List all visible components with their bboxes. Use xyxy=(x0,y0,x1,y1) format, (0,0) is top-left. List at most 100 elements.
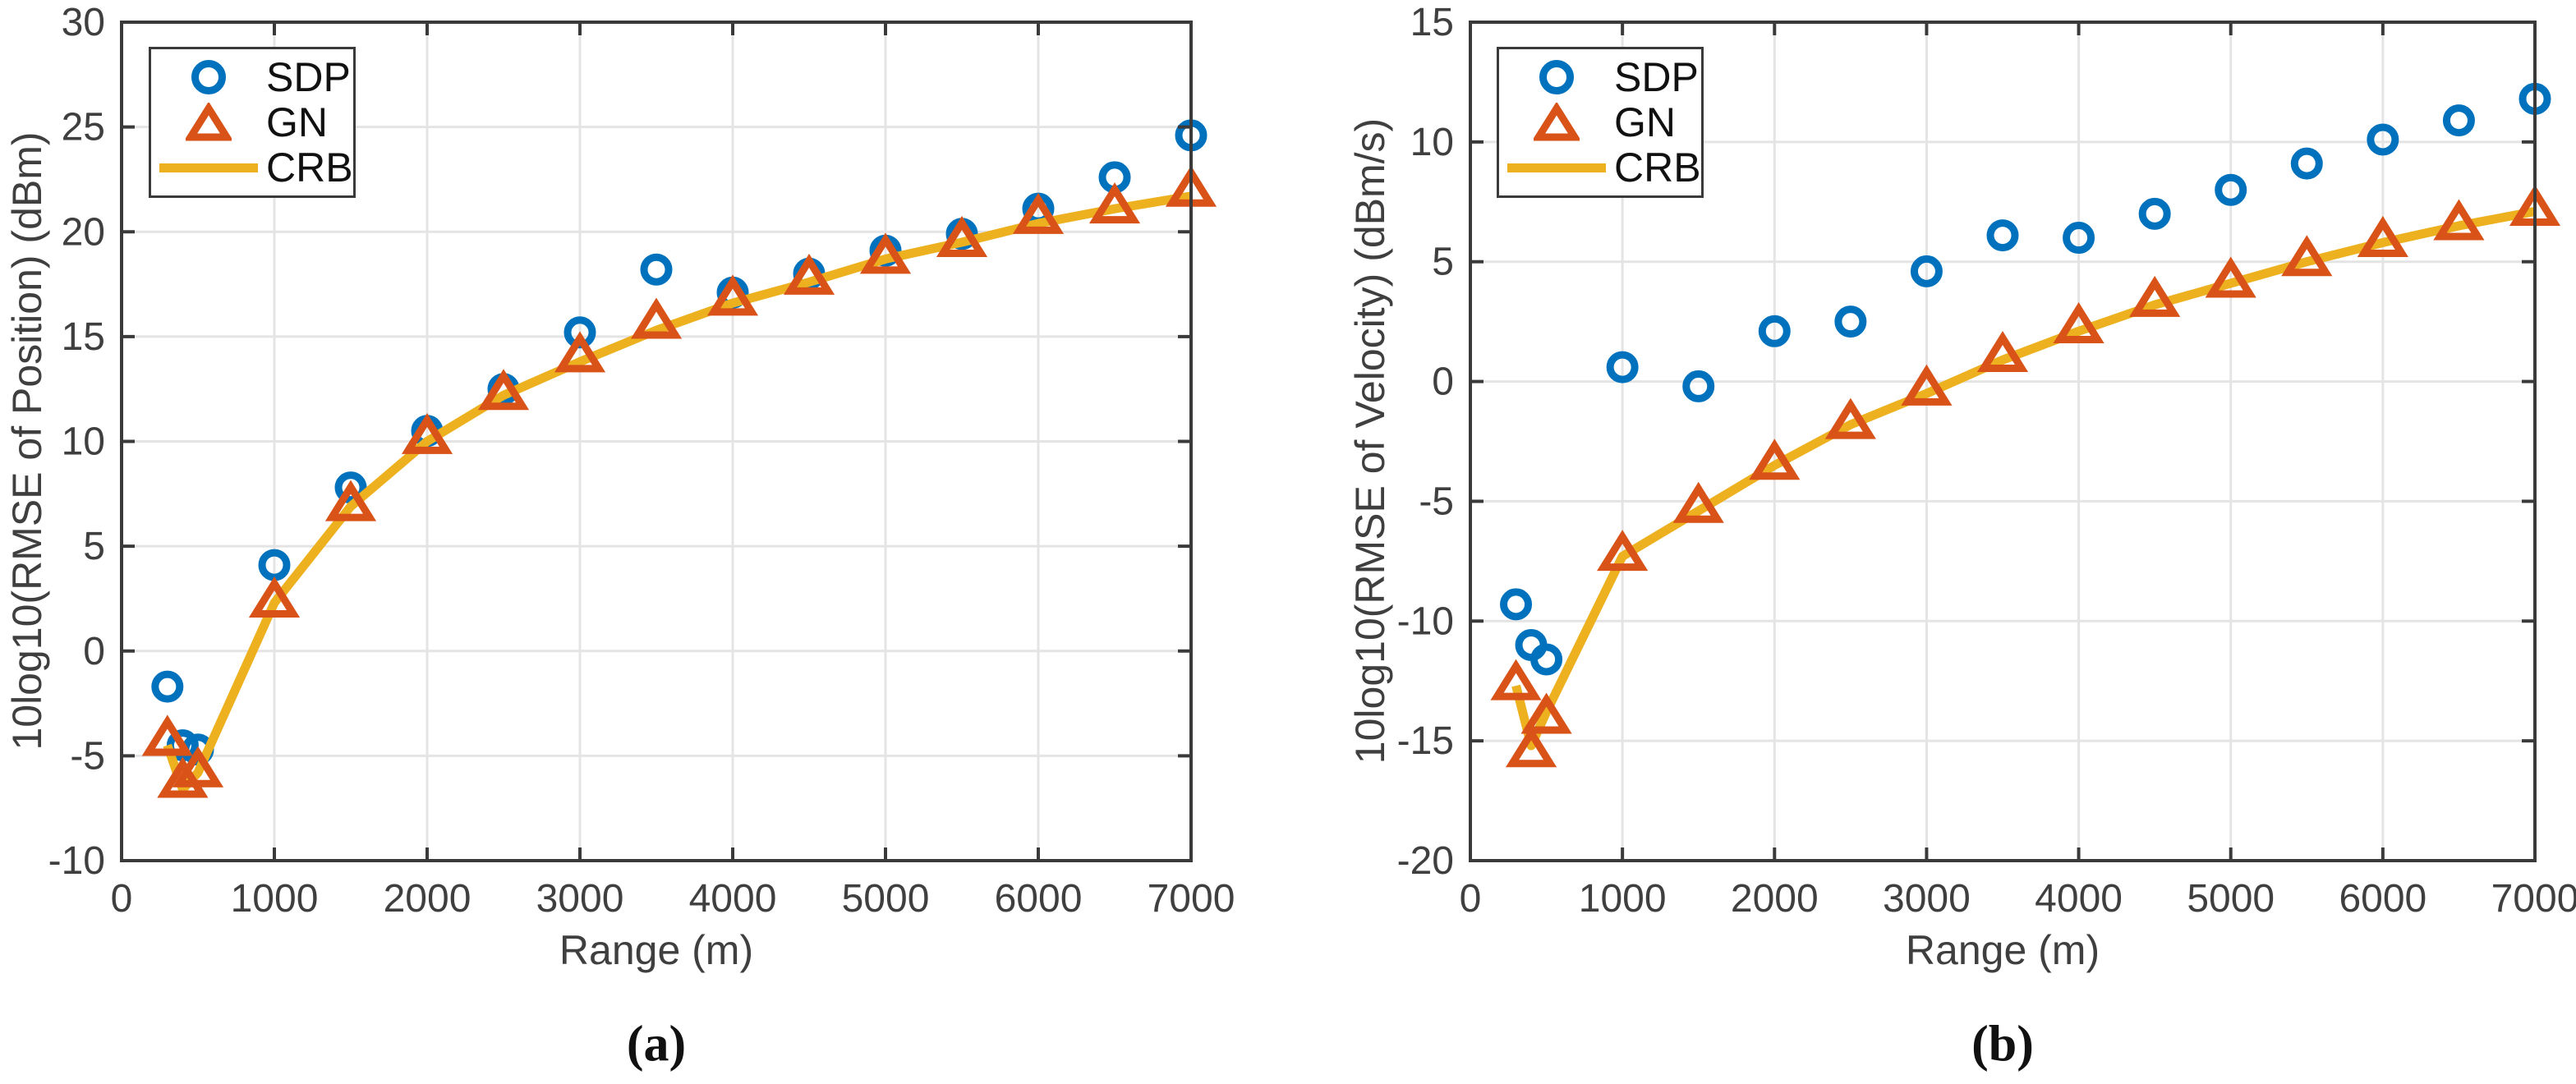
y-tick-label: 15 xyxy=(62,315,105,359)
sdp-marker xyxy=(2367,123,2399,156)
y-tick-label: 0 xyxy=(1432,361,1454,404)
sdp-marker xyxy=(2138,197,2171,230)
gn-marker xyxy=(2281,235,2333,277)
tick-labels: 0 1000 2000 3000 4000 5000 6000 7000 -20 -15 -10 -5… xyxy=(1397,1,2576,921)
x-tick-label: 0 xyxy=(1460,877,1482,921)
panel-a-ylabel: 10log10(RMSE of Position) (dBm) xyxy=(4,131,50,751)
sdp-marker xyxy=(1606,351,1639,384)
gn-marker xyxy=(554,331,606,373)
y-tick-label: 5 xyxy=(83,525,105,568)
gn-marker xyxy=(1597,530,1649,572)
x-tick-label: 5000 xyxy=(2187,877,2275,921)
legend-label: CRB xyxy=(1614,145,1701,191)
sdp-marker xyxy=(2442,104,2475,137)
sdp-circle-icon xyxy=(151,60,266,94)
panel-a: 0 1000 2000 3000 4000 5000 6000 7000 -10 -5 0 5 10 15… xyxy=(48,1,1235,921)
gn-markers xyxy=(1490,185,2561,768)
gn-marker xyxy=(2357,215,2408,257)
axis-box xyxy=(1469,21,2537,862)
sdp-marker xyxy=(1910,255,1943,287)
legend-entry-gn: GN xyxy=(1499,102,1701,143)
gn-marker xyxy=(2433,199,2485,241)
x-tick-label: 6000 xyxy=(2339,877,2426,921)
panel-b-legend: SDP GN CRB xyxy=(1497,47,1704,198)
gn-marker xyxy=(859,232,912,274)
sdp-marker xyxy=(1682,370,1715,402)
y-tick-label: 15 xyxy=(1410,1,1454,44)
gn-marker xyxy=(1901,364,1953,406)
sdp-marker xyxy=(334,471,367,504)
y-tick-label: 10 xyxy=(1410,121,1454,164)
panel-a-caption: (a) xyxy=(626,1016,687,1073)
gn-marker xyxy=(1520,692,1572,734)
gn-marker xyxy=(1012,192,1065,234)
crb-line-icon xyxy=(1499,163,1614,172)
legend-label: SDP xyxy=(1614,54,1699,100)
legend-entry-crb: CRB xyxy=(1499,147,1701,188)
x-tick-label: 7000 xyxy=(2491,877,2576,921)
sdp-marker xyxy=(2063,222,2095,255)
tick-marks xyxy=(120,21,1193,862)
y-tick-label: 10 xyxy=(62,420,105,464)
sdp-marker xyxy=(640,253,673,286)
x-tick-label: 3000 xyxy=(536,877,624,921)
gn-marker xyxy=(324,480,377,521)
sdp-circle-icon xyxy=(1499,60,1614,94)
gn-marker xyxy=(1976,330,2029,372)
gn-marker xyxy=(1505,726,1557,768)
sdp-marker xyxy=(1758,315,1791,347)
gn-marker xyxy=(141,714,193,756)
legend-label: GN xyxy=(1614,99,1676,145)
legend-entry-gn: GN xyxy=(151,102,353,143)
gn-triangle-icon xyxy=(1499,103,1614,142)
gn-marker xyxy=(783,253,835,295)
gn-marker xyxy=(401,412,453,454)
x-tick-label: 4000 xyxy=(689,877,777,921)
sdp-marker xyxy=(2215,173,2247,206)
x-tick-label: 5000 xyxy=(842,877,930,921)
x-tick-label: 2000 xyxy=(384,877,472,921)
gn-marker xyxy=(936,215,988,257)
crb-line xyxy=(163,191,1192,794)
crb-line-icon xyxy=(151,163,266,172)
gn-marker xyxy=(477,369,530,411)
x-tick-label: 2000 xyxy=(1731,877,1819,921)
x-tick-label: 1000 xyxy=(1579,877,1667,921)
sdp-marker xyxy=(151,670,184,703)
y-tick-label: -20 xyxy=(1397,839,1454,883)
legend-label: GN xyxy=(266,99,328,145)
gn-marker xyxy=(1749,439,1801,480)
x-tick-label: 7000 xyxy=(1148,877,1235,921)
gn-marker xyxy=(172,746,224,788)
gn-marker xyxy=(248,576,301,618)
gn-marker xyxy=(1824,397,1876,439)
gridlines xyxy=(122,22,1191,861)
x-tick-label: 1000 xyxy=(231,877,319,921)
gn-marker xyxy=(706,274,759,316)
panel-b-caption: (b) xyxy=(1971,1016,2034,1073)
gn-marker xyxy=(2053,301,2104,343)
y-tick-label: -15 xyxy=(1397,719,1454,763)
x-tick-label: 6000 xyxy=(995,877,1083,921)
legend-label: SDP xyxy=(266,54,351,100)
gn-marker xyxy=(1490,659,1542,700)
legend-entry-sdp: SDP xyxy=(1499,57,1701,98)
tick-labels: 0 1000 2000 3000 4000 5000 6000 7000 -10 -5 0 5 10 15… xyxy=(48,1,1235,921)
legend-entry-sdp: SDP xyxy=(151,57,353,98)
gn-marker xyxy=(2129,275,2181,317)
panel-b-xlabel: Range (m) xyxy=(1905,927,2100,973)
gn-triangle-icon xyxy=(151,103,266,142)
y-tick-label: 20 xyxy=(62,210,105,254)
gn-marker xyxy=(157,756,209,798)
y-tick-label: 25 xyxy=(62,106,105,149)
panel-a-legend: SDP GN CRB xyxy=(149,47,356,198)
y-tick-label: -5 xyxy=(1419,480,1454,523)
x-tick-label: 4000 xyxy=(2035,877,2123,921)
sdp-marker xyxy=(2290,147,2323,180)
sdp-marker xyxy=(1500,588,1533,621)
sdp-marker xyxy=(1530,643,1563,676)
y-tick-label: 0 xyxy=(83,630,105,673)
panel-a-xlabel: Range (m) xyxy=(559,927,754,973)
